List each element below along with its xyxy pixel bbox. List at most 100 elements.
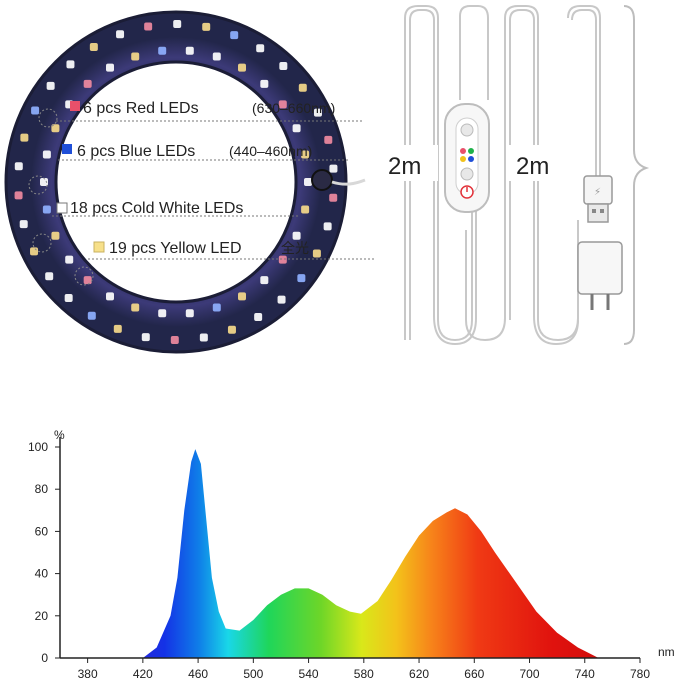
- led-dot: [158, 309, 167, 318]
- length-label-bg: [508, 145, 568, 181]
- led-dot: [141, 333, 150, 342]
- led-dot: [238, 292, 246, 301]
- y-ticks: 0 20 40 60 80 100: [28, 440, 60, 665]
- led-dot: [131, 303, 140, 312]
- led-dot: [301, 150, 310, 159]
- led-dot: [131, 52, 140, 61]
- led-dot: [173, 20, 182, 29]
- led-dots: [14, 20, 338, 344]
- led-dot: [83, 79, 92, 88]
- led-label-red: 6 pcs Red LEDs (630–660nm): [38, 100, 364, 128]
- led-label-range: (440–460nm): [229, 143, 312, 159]
- led-dot: [323, 222, 332, 231]
- led-dot: [298, 83, 307, 92]
- y-tick-label: 100: [28, 440, 48, 454]
- led-dot: [329, 193, 338, 202]
- led-dot: [83, 276, 92, 285]
- led-callout-circle: [32, 233, 52, 253]
- led-dot: [64, 293, 73, 302]
- led-label-extra: 全光: [281, 240, 309, 256]
- led-dot: [113, 324, 122, 333]
- led-dot: [65, 255, 74, 264]
- led-dot: [30, 247, 39, 256]
- inline-controller: [444, 103, 490, 213]
- mode-indicator-blue: [468, 156, 474, 162]
- led-dot: [51, 231, 60, 240]
- ring-body: [6, 12, 346, 352]
- led-dot: [260, 79, 269, 88]
- led-dot: [301, 205, 310, 214]
- x-axis-label: nm: [658, 645, 675, 659]
- adapter-body: [577, 241, 623, 295]
- led-dot: [279, 62, 288, 71]
- usb-icon: ⚡: [594, 187, 601, 198]
- spectrum-area: [142, 449, 599, 658]
- led-dot: [277, 295, 286, 304]
- x-tick-label: 540: [299, 667, 319, 681]
- x-tick-label: 460: [188, 667, 208, 681]
- spectrum-chart: 380 420 460 500 540 580 620 660 700 740 780 0 20 40 6…: [28, 428, 675, 681]
- ring-inner-rim: [54, 60, 298, 304]
- usb-connector: [587, 203, 609, 223]
- x-tick-label: 620: [409, 667, 429, 681]
- led-dot: [256, 44, 265, 53]
- led-dot: [144, 22, 153, 31]
- y-tick-label: 40: [35, 567, 49, 581]
- y-tick-label: 80: [35, 482, 49, 496]
- led-dot: [185, 309, 194, 318]
- led-label-text: 6 pcs Red LEDs: [83, 100, 199, 117]
- led-dot: [66, 60, 75, 69]
- mode-indicator-yellow: [460, 156, 466, 162]
- ring-cable-stub: [331, 178, 366, 186]
- y-tick-label: 60: [35, 524, 49, 538]
- led-dot: [45, 272, 54, 281]
- led-dot: [20, 133, 29, 142]
- swatch-blue: [62, 144, 72, 154]
- swatch-red: [70, 101, 80, 111]
- brightness-down-button[interactable]: [460, 167, 474, 181]
- y-tick-label: 20: [35, 609, 49, 623]
- y-tick-label: 0: [41, 651, 48, 665]
- x-tick-label: 660: [464, 667, 484, 681]
- led-dot: [42, 150, 51, 159]
- led-dot: [292, 124, 301, 133]
- led-dot: [278, 100, 287, 109]
- led-dot: [106, 63, 114, 72]
- wall-adapter: [577, 241, 623, 310]
- led-label-yellow: 19 pcs Yellow LED 全光: [32, 233, 376, 286]
- mode-indicator-green: [468, 148, 474, 154]
- led-dot: [19, 220, 28, 229]
- led-dot: [297, 274, 306, 283]
- led-dot: [254, 312, 263, 321]
- led-dot: [238, 63, 246, 72]
- led-dot: [312, 249, 321, 258]
- ring-outer-rim: [4, 10, 348, 354]
- x-tick-label: 700: [520, 667, 540, 681]
- led-dot: [14, 162, 23, 171]
- led-dot: [46, 81, 55, 90]
- x-tick-label: 500: [243, 667, 263, 681]
- led-dot: [31, 106, 40, 115]
- led-label-text: 6 pcs Blue LEDs: [77, 143, 195, 160]
- led-dot: [329, 164, 338, 173]
- x-tick-label: 580: [354, 667, 374, 681]
- led-dot: [199, 333, 208, 342]
- length-label-left: 2m: [388, 153, 421, 180]
- led-dot: [51, 124, 60, 133]
- brightness-up-button[interactable]: [460, 123, 474, 137]
- led-dot: [278, 255, 287, 264]
- x-tick-label: 780: [630, 667, 650, 681]
- led-dot: [42, 205, 51, 214]
- x-tick-label: 380: [78, 667, 98, 681]
- ring-light: [4, 10, 366, 354]
- led-dot: [227, 325, 236, 334]
- swatch-yellow: [93, 241, 105, 253]
- brace: [623, 5, 650, 345]
- y-axis-label: %: [54, 428, 65, 442]
- ring-connector: [311, 169, 333, 191]
- led-label-text: 18 pcs Cold White LEDs: [70, 200, 243, 217]
- led-dot: [40, 178, 48, 186]
- led-callout-circle: [74, 266, 94, 286]
- led-dot: [260, 276, 269, 285]
